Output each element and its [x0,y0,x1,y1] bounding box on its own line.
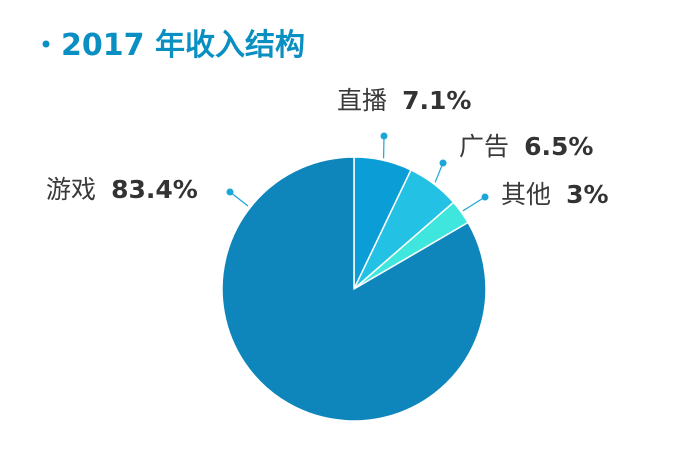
leader-line-3 [229,191,249,207]
slice-label-value-0: 7.1% [402,86,471,115]
slice-label-name-3: 游戏 [46,175,96,204]
leader-dot-0 [380,132,388,140]
svg-text:广告 6.5%: 广告 6.5% [459,132,593,161]
slice-label-name-0: 直播 [337,86,387,115]
leader-dot-2 [481,193,489,201]
chart-title-text: 2017 年收入结构 [61,28,305,63]
svg-text:其他 3%: 其他 3% [501,180,609,209]
leader-lines [226,132,489,212]
leader-dot-3 [226,188,234,196]
slice-label-value-3: 83.4% [111,175,198,204]
pie-slice-3 [221,156,487,422]
slice-label-name-1: 广告 [459,132,509,161]
title-bullet-icon [42,40,50,48]
svg-text:直播 7.1%: 直播 7.1% [337,86,471,115]
leader-line-2 [462,196,486,212]
chart-title: 2017 年收入结构 [42,28,305,63]
slice-labels: 直播 7.1% 广告 6.5% 其他 3% 游戏 83.4% [46,86,609,209]
pie-slices [221,156,487,422]
slice-label-name-2: 其他 [501,180,551,209]
slice-label-value-2: 3% [566,180,608,209]
slice-label-value-1: 6.5% [524,132,593,161]
svg-text:游戏 83.4%: 游戏 83.4% [46,175,198,204]
leader-dot-1 [439,159,447,167]
